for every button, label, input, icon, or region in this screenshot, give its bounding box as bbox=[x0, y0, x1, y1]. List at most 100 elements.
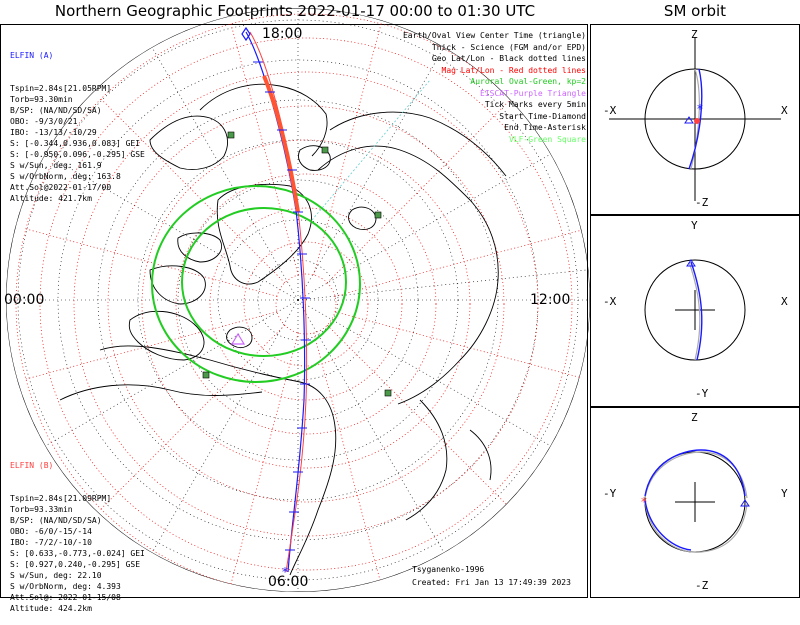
mag-lat-circle bbox=[15, 13, 590, 592]
elfin-a-info-line: Torb=93.30min bbox=[10, 95, 73, 104]
coastlines bbox=[59, 83, 507, 576]
orbit-panel-xy: Y -Y -X X bbox=[590, 215, 800, 407]
orbit-xz-plot: * bbox=[609, 37, 781, 201]
orbit-yz-right-label: Y bbox=[781, 487, 788, 500]
geo-lon-line bbox=[44, 153, 299, 301]
orbit-xz-top-label: Z bbox=[691, 28, 698, 41]
orbit-xz-left-label: -X bbox=[603, 104, 617, 117]
mlt-label-right: 12:00 bbox=[530, 292, 571, 308]
vlf-square bbox=[374, 211, 382, 219]
view-line bbox=[311, 79, 431, 221]
elfin-b-info-line: S: [0.633,-0.773,-0.024] GEI bbox=[10, 549, 145, 558]
mag-lat-circle bbox=[107, 105, 505, 503]
legend-item: EISCAT-Purple Triangle bbox=[480, 88, 586, 98]
mag-lon-line bbox=[23, 311, 278, 380]
elfin-a-info-line: Tspin=2.84s[21.05RPM] bbox=[10, 84, 112, 93]
legend-item: Mag Lat/Lon - Red dotted lines bbox=[441, 65, 587, 75]
orbit-panel-xz: * Z -Z -X X bbox=[590, 24, 800, 215]
orbit-xy-bottom-label: -Y bbox=[695, 387, 709, 400]
elfin-a-info-line: S: [-0.950,0.096,-0.295] GSE bbox=[10, 150, 145, 159]
elfin-b-science-segment bbox=[262, 75, 300, 213]
mag-lon-line bbox=[334, 311, 589, 380]
mag-lat-circle bbox=[175, 173, 437, 435]
geo-lon-line bbox=[297, 299, 552, 447]
elfin-b-lines: Tspin=2.84s[21.09RPM] Torb=93.33min B/SP: … bbox=[10, 493, 145, 614]
mag-lat-circle bbox=[39, 37, 573, 571]
legend-item: Earth/Oval View Center Time (triangle) bbox=[402, 31, 586, 40]
mlt-label-left: 00:00 bbox=[4, 292, 45, 308]
mag-lon-line bbox=[23, 228, 278, 297]
legend-item: Tick Marks every 5min bbox=[484, 100, 586, 109]
legend-item: Auroral Oval-Green, kp=2 bbox=[470, 77, 586, 86]
elfin-b-info-line: OBO: -6/0/-15/-14 bbox=[10, 527, 92, 536]
geo-lon-line bbox=[151, 46, 299, 301]
mag-grid bbox=[15, 13, 590, 592]
mag-lat-circle bbox=[73, 71, 539, 537]
elfin-b-info-line: Tspin=2.84s[21.09RPM] bbox=[10, 494, 112, 503]
legend-item: Thick - Science (FGM and/or EPD) bbox=[431, 42, 586, 52]
elfin-b-info-line: S w/Sun, deg: 22.10 bbox=[10, 571, 102, 580]
elfin-b-info: ELFIN (B) Tspin=2.84s[21.09RPM] Torb=93.3… bbox=[10, 438, 145, 625]
orbit-xy-right-label: X bbox=[781, 295, 788, 308]
svg-text:*: * bbox=[641, 495, 647, 509]
vlf-square bbox=[321, 146, 329, 154]
orbit-xz-right-label: X bbox=[781, 104, 788, 117]
mag-lon-line bbox=[326, 324, 513, 511]
auroral-oval-inner bbox=[181, 207, 347, 357]
page-title: Northern Geographic Footprints 2022-01-1… bbox=[54, 2, 536, 20]
elfin-a-lines: Tspin=2.84s[21.05RPM] Torb=93.30min B/SP: … bbox=[10, 83, 145, 204]
orbit-panel-yz: * Z -Z -Y Y bbox=[590, 407, 800, 598]
elfin-b-info-line: S: [0.927,0.240,-0.295] GSE bbox=[10, 560, 141, 569]
elfin-b-info-line: Torb=93.33min bbox=[10, 505, 73, 514]
legend-item: End Time-Asterisk bbox=[504, 123, 586, 132]
end-asterisk: * bbox=[282, 565, 288, 579]
elfin-a-info-line: Att.Sol@2022-01-17/00 bbox=[10, 183, 112, 192]
elfin-a-info-line: IBO: -13/13/-10/29 bbox=[10, 128, 97, 137]
orbit-xz-bottom-label: -Z bbox=[695, 196, 709, 209]
orbit-xy-top-label: Y bbox=[691, 219, 698, 232]
mag-lat-circle bbox=[275, 273, 337, 335]
orbit-yz-left-label: -Y bbox=[603, 487, 617, 500]
elfin-b-info-line: Altitude: 424.2km bbox=[10, 604, 92, 613]
eiscat-triangle bbox=[230, 332, 246, 345]
mag-lat-circle bbox=[243, 241, 369, 367]
footprint-map: * bbox=[6, 8, 590, 592]
elfin-a-info-line: B/SP: (NA/ND/SD/SA) bbox=[10, 106, 102, 115]
orbit-title: SM orbit bbox=[663, 2, 727, 20]
elfin-a-info-line: S w/Sun, deg: 161.9 bbox=[10, 161, 102, 170]
geo-lon-line bbox=[44, 299, 299, 447]
geo-lon-line bbox=[297, 299, 445, 554]
elfin-a-info-line: OBO: -9/3/0/21 bbox=[10, 117, 78, 126]
vlf-stations bbox=[202, 131, 392, 397]
elfin-a-info: ELFIN (A) Tspin=2.84s[21.05RPM] Torb=93.3… bbox=[10, 28, 145, 215]
elfin-b-info-line: S w/OrbNorm, deg: 4.393 bbox=[10, 582, 121, 591]
orbit-yz-plot: * bbox=[641, 449, 750, 553]
elfin-a-info-line: Altitude: 421.7km bbox=[10, 194, 92, 203]
mlt-label-top: 18:00 bbox=[262, 26, 303, 42]
mag-lon-line bbox=[230, 332, 299, 587]
mag-lat-circle bbox=[141, 139, 471, 469]
elfin-a-info-line: S: [-0.344,0.936,0.083] GEI bbox=[10, 139, 141, 148]
legend-item: Start Time-Diamond bbox=[499, 111, 586, 121]
footprint-map-panel bbox=[0, 24, 588, 598]
orbit-yz-top-label: Z bbox=[691, 411, 698, 424]
geo-lon-line bbox=[297, 153, 552, 301]
geo-meridian-line bbox=[297, 269, 587, 301]
legend: Earth/Oval View Center Time (triangle) Th… bbox=[403, 30, 586, 145]
svg-text:*: * bbox=[697, 102, 703, 116]
elfin-b-info-line: IBO: -7/2/-10/-10 bbox=[10, 538, 92, 547]
start-diamond bbox=[241, 26, 251, 42]
model-credit: Tsyganenko-1996 bbox=[412, 565, 485, 574]
orbit-xy-left-label: -X bbox=[603, 295, 617, 308]
elfin-a-info-line: S w/OrbNorm, deg: 163.8 bbox=[10, 172, 121, 181]
elfin-b-info-line: B/SP: (NA/ND/SD/SA) bbox=[10, 516, 102, 525]
mag-lon-line bbox=[334, 228, 589, 297]
mag-lon-line bbox=[313, 332, 382, 587]
track-tick-marks bbox=[253, 61, 311, 551]
geo-lon-line bbox=[297, 46, 445, 301]
vlf-square bbox=[227, 131, 235, 139]
vlf-square bbox=[202, 371, 210, 379]
elfin-b-title: ELFIN (B) bbox=[10, 461, 54, 470]
mlt-label-bottom: 06:00 bbox=[268, 574, 309, 590]
legend-item: VLF-Green Square bbox=[508, 134, 586, 144]
